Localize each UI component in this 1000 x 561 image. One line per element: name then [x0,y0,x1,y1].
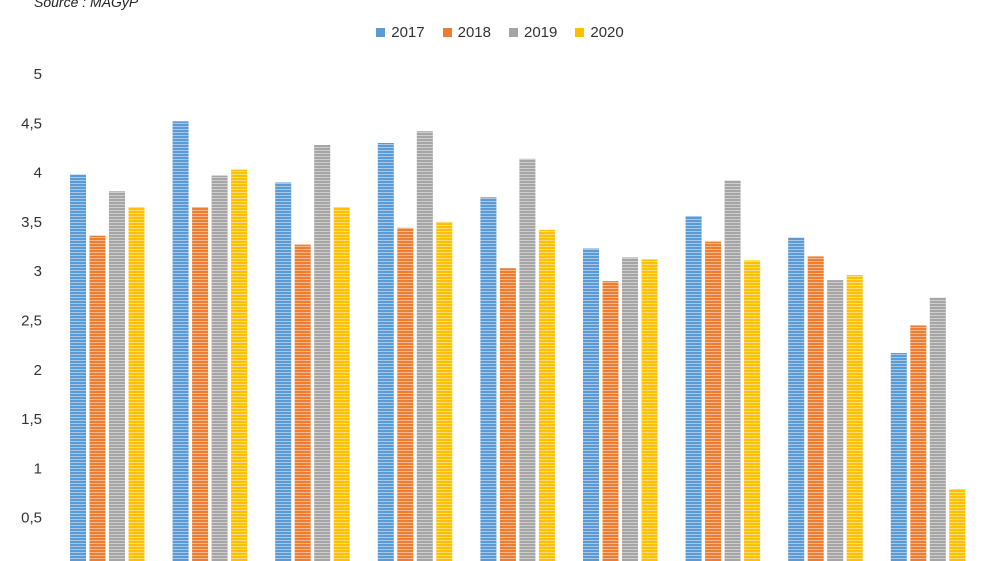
bar-texture [910,325,927,561]
bar-texture [416,131,433,561]
legend-swatch [442,28,452,37]
bar-texture [744,260,761,561]
y-tick-label: 3 [34,263,42,280]
bar-texture [685,216,702,561]
bar-texture [583,248,599,561]
legend-item-2018: 2018 [442,24,491,41]
bar-texture [333,207,350,561]
y-tick-label: 3,5 [21,214,42,231]
bar-texture [231,169,248,561]
bar-texture [519,158,536,561]
bar-texture [890,353,907,561]
source-caption: Source : MAGyP [34,0,139,10]
legend-label: 2019 [524,24,558,41]
legend-swatch [509,28,518,37]
legend: 2017 2018 2019 2020 [0,24,1000,41]
y-tick-label: 0,5 [21,510,42,527]
y-tick-label: 4 [34,165,42,182]
bar-texture [275,182,292,561]
bar-texture [846,275,863,561]
y-tick-label: 5 [34,66,42,83]
bar-texture [929,297,946,561]
legend-label: 2018 [457,24,491,41]
y-axis: 5 4,5 4 3,5 3 2,5 2 1,5 1 0,5 [21,66,42,527]
bar-texture [436,221,453,561]
bar-texture [397,227,414,561]
legend-item-2019: 2019 [509,24,557,41]
y-tick-label: 4,5 [21,115,42,132]
legend-swatch [575,28,585,37]
bar-texture [949,489,966,561]
y-tick-label: 1,5 [21,411,42,428]
legend-item-2017: 2017 [376,24,425,41]
bar-texture [211,175,228,561]
y-tick-label: 2 [34,362,42,379]
bar-texture [314,145,331,561]
legend-swatch [376,28,386,37]
bar-texture [827,280,844,561]
bar-texture [480,197,497,561]
bar-texture [377,143,394,561]
bar-texture [641,259,658,561]
bar-texture [499,268,516,561]
bar-texture [724,180,741,561]
bar-texture [807,256,824,561]
bar-texture [128,207,145,561]
y-tick-label: 1 [34,460,42,477]
bar-texture [705,241,722,561]
bar-texture [109,191,125,561]
bar-texture [192,207,209,561]
bar-texture [622,257,638,561]
bar-texture [788,237,805,561]
bar-texture [89,235,106,561]
legend-label: 2020 [590,24,624,41]
legend-label: 2017 [391,24,425,41]
bar-texture [602,281,619,561]
bar-texture [70,174,86,561]
y-tick-label: 2,5 [21,313,42,330]
bars [70,121,966,561]
bar-texture [538,229,555,561]
bar-texture [294,244,311,561]
bar-texture [172,121,189,561]
legend-item-2020: 2020 [575,24,624,41]
